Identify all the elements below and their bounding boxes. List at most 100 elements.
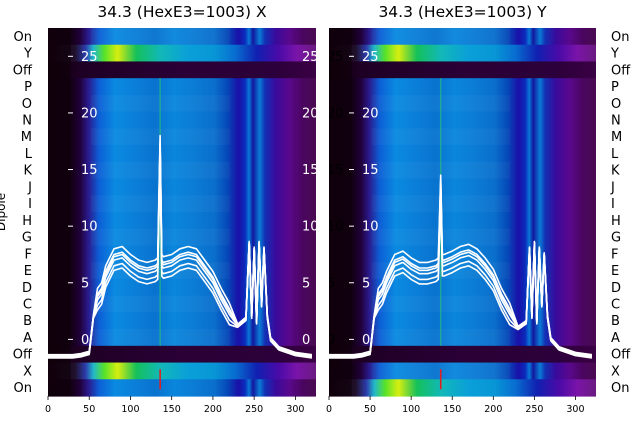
heatmap-row xyxy=(48,161,316,180)
heatmap-marker-red xyxy=(439,369,442,390)
panel-title: 34.3 (HexE3=1003) Y xyxy=(378,3,547,21)
heatmap-row xyxy=(329,128,596,146)
row-label: K xyxy=(611,164,620,179)
row-label: P xyxy=(24,80,32,95)
heatmap-row xyxy=(329,212,596,230)
x-tick-label: 200 xyxy=(204,404,222,415)
row-label: O xyxy=(22,97,32,112)
heatmap-row xyxy=(48,178,316,196)
row-label: J xyxy=(27,180,32,195)
panel-title: 34.3 (HexE3=1003) X xyxy=(97,3,267,21)
heatmap-row xyxy=(329,28,596,46)
row-label: C xyxy=(611,298,620,313)
overlay-tick-label-edge: 10 xyxy=(302,220,319,235)
heatmap-row xyxy=(329,61,596,79)
overlay-tick-label-edge: 20 xyxy=(327,106,344,121)
x-tick-label: 150 xyxy=(163,404,181,415)
heatmap-row xyxy=(329,278,596,297)
heatmap-row xyxy=(48,212,316,230)
row-label: Off xyxy=(13,348,33,363)
row-label: N xyxy=(611,114,621,129)
x-tick-label: 100 xyxy=(121,404,139,415)
heatmap-row xyxy=(48,28,316,46)
panel-1: 34.3 (HexE3=1003) XOnYOffPONMLKJIHGFEDCB… xyxy=(0,3,319,415)
row-label: On xyxy=(14,30,32,45)
row-label: Y xyxy=(23,47,32,62)
row-label: E xyxy=(611,264,619,279)
overlay-tick-label-edge: 20 xyxy=(302,106,319,121)
overlay-tick-label-edge: 10 xyxy=(327,220,344,235)
row-label: H xyxy=(611,214,621,229)
row-label: On xyxy=(611,30,629,45)
heatmap-row xyxy=(48,379,316,397)
panel-2: 34.3 (HexE3=1003) YOnYOffPONMLKJIHGFEDCB… xyxy=(326,3,631,415)
overlay-tick-label-edge: 5 xyxy=(302,276,310,291)
row-label: C xyxy=(23,298,32,313)
overlay-tick-label-edge: 15 xyxy=(302,163,319,178)
row-label: J xyxy=(610,180,615,195)
panel-gap xyxy=(316,28,329,396)
heatmap-row xyxy=(48,111,316,129)
row-label: A xyxy=(611,331,620,346)
row-label: M xyxy=(611,130,622,145)
x-tick-label: 0 xyxy=(45,404,51,415)
heatmap-row xyxy=(48,145,316,163)
overlay-tick-label: 10 xyxy=(362,220,379,235)
x-tick-label: 50 xyxy=(364,404,376,415)
row-label: P xyxy=(611,80,619,95)
heatmap-row xyxy=(329,295,596,313)
row-label: Y xyxy=(610,47,619,62)
row-label: X xyxy=(23,364,32,379)
heatmap-row xyxy=(48,44,316,63)
overlay-tick-label-edge: 0 xyxy=(302,333,310,348)
x-tick-label: 300 xyxy=(286,404,304,415)
heatmap-row xyxy=(329,94,596,113)
heatmap-row xyxy=(48,195,316,213)
overlay-tick-label: 0 xyxy=(81,333,89,348)
row-label: G xyxy=(611,231,621,246)
x-tick-label: 150 xyxy=(443,404,461,415)
heatmap-row xyxy=(48,329,316,347)
heatmap-row xyxy=(329,379,596,397)
overlay-tick-label-edge: 25 xyxy=(302,50,319,65)
row-label: L xyxy=(25,147,33,162)
heatmap-row xyxy=(329,195,596,213)
overlay-tick-label: 25 xyxy=(81,50,98,65)
trace-line xyxy=(329,182,593,357)
row-label: E xyxy=(24,264,32,279)
row-label: B xyxy=(23,314,32,329)
row-label: Off xyxy=(611,63,631,78)
heatmap-row xyxy=(329,345,596,364)
heatmap-row xyxy=(329,161,596,180)
row-label: K xyxy=(23,164,32,179)
x-tick-label: 300 xyxy=(566,404,584,415)
row-label: A xyxy=(23,331,32,346)
heatmap-row xyxy=(329,362,596,380)
heatmap-row xyxy=(48,345,316,364)
heatmap-row xyxy=(329,78,596,96)
overlay-tick-label: 10 xyxy=(81,220,98,235)
heatmap-row xyxy=(48,78,316,96)
heatmap-row xyxy=(329,111,596,129)
heatmap-marker-red xyxy=(159,369,161,390)
x-tick-label: 100 xyxy=(402,404,420,415)
heatmap-row xyxy=(329,44,596,63)
heatmap-row xyxy=(48,61,316,79)
x-tick-label: 0 xyxy=(326,404,332,415)
heatmap-row-band xyxy=(91,28,230,45)
x-tick-label: 250 xyxy=(245,404,263,415)
x-tick-label: 250 xyxy=(525,404,543,415)
overlay-tick-label: 20 xyxy=(362,106,379,121)
heatmap-dark-column xyxy=(329,28,352,396)
row-label: On xyxy=(611,381,629,396)
overlay-tick-label-edge: 0 xyxy=(327,333,335,348)
heatmap-row xyxy=(48,128,316,146)
x-tick-label: 50 xyxy=(83,404,95,415)
overlay-tick-label-edge: 25 xyxy=(327,50,344,65)
heatmap-row-band xyxy=(372,28,511,45)
row-label: N xyxy=(22,114,32,129)
y-axis-label: Dipole xyxy=(0,193,8,231)
heatmap-row xyxy=(329,145,596,163)
row-label: D xyxy=(611,281,621,296)
heatmap-row xyxy=(48,94,316,113)
